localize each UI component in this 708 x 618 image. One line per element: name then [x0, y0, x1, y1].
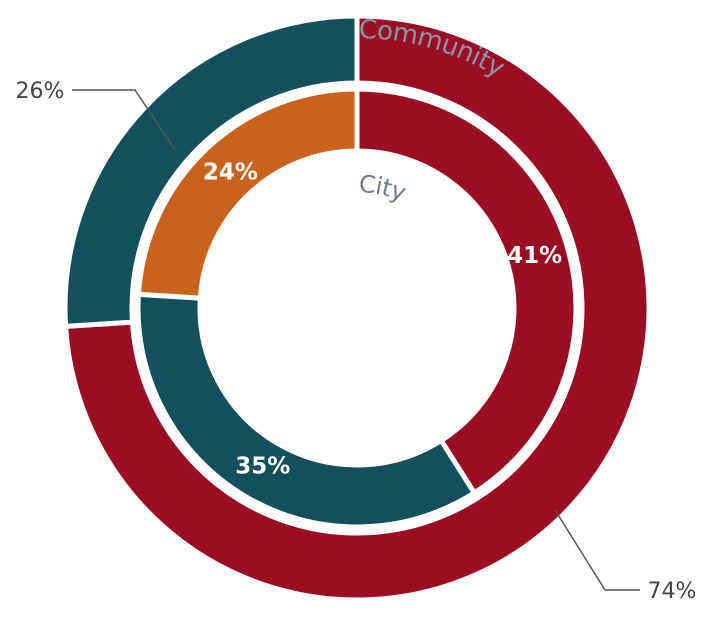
ring-label: City [358, 170, 410, 207]
donut-segment [135, 86, 360, 301]
leader-line [72, 89, 176, 151]
data-label: 41% [507, 243, 562, 269]
donut-segment [62, 13, 360, 329]
leader-line [554, 509, 640, 591]
data-label: 74% [648, 579, 697, 604]
donut-segment [135, 291, 478, 530]
donut-segment [354, 86, 579, 497]
data-label: 26% [16, 79, 65, 104]
data-label: 35% [235, 454, 290, 480]
data-label: 24% [203, 160, 258, 186]
ring-label-path: City [358, 170, 410, 207]
donut-segment [62, 13, 652, 603]
